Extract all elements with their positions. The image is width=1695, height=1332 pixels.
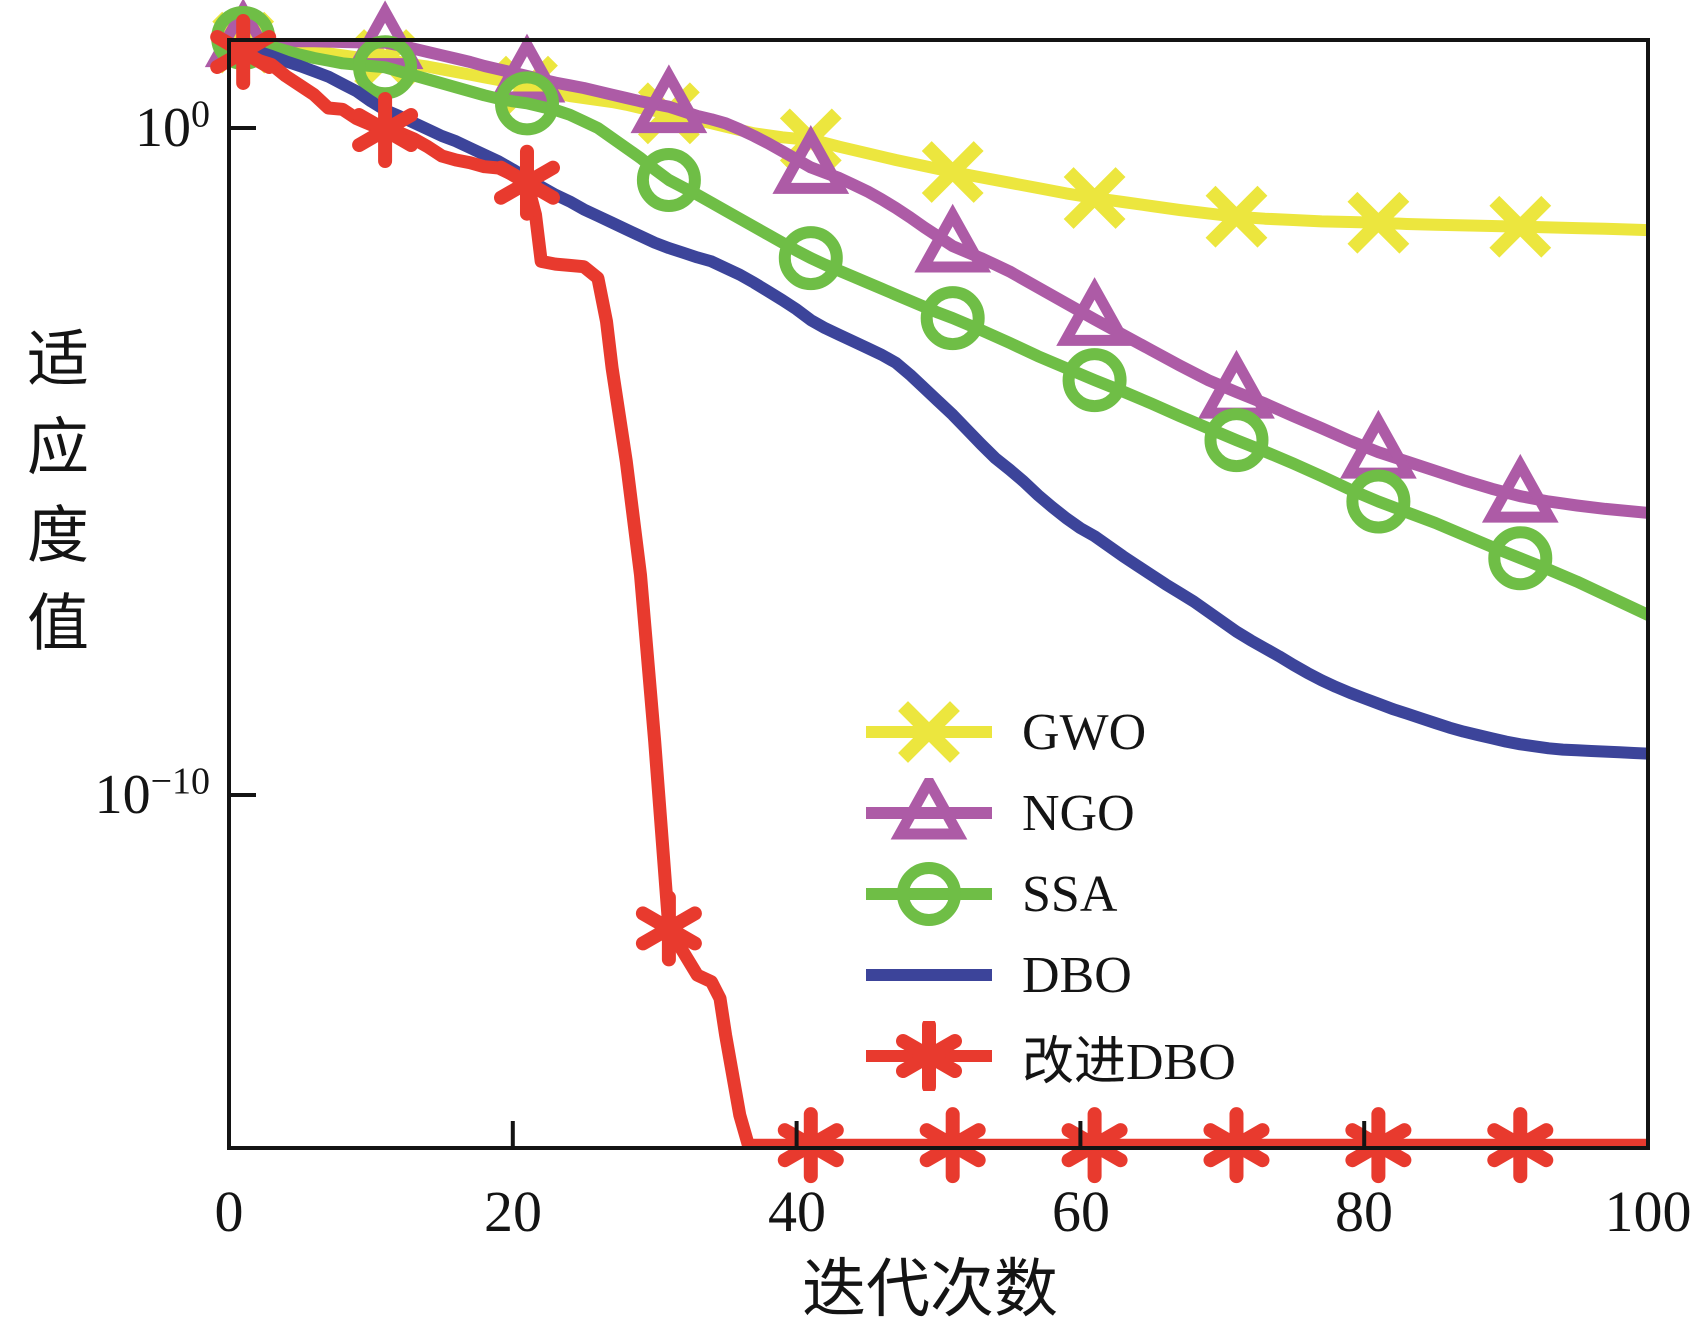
- legend-swatch-improved-dbo: [866, 1021, 992, 1091]
- series-markers-idbo: [210, 13, 1554, 1184]
- series-marker-idbo-x61: [1061, 1107, 1128, 1184]
- legend-swatch-ngo: [866, 778, 992, 840]
- legend-item-gwo: GWO: [860, 697, 1236, 767]
- x-tick-label-80: 80: [1335, 1179, 1393, 1244]
- legend-swatch-gwo: [866, 701, 992, 763]
- series-marker-ngo-x31: [630, 64, 708, 134]
- x-axis-title: 迭代次数: [802, 1254, 1058, 1325]
- legend-label-ssa: SSA: [1022, 865, 1118, 923]
- plot-border: [227, 38, 1650, 1150]
- legend-swatch-dbo: [866, 969, 992, 981]
- series-group-ssa: [229, 40, 1648, 621]
- series-markers-ssa: [211, 5, 1553, 591]
- series-marker-ssa-x91: [1488, 526, 1553, 591]
- series-marker-idbo-x11: [352, 92, 419, 169]
- series-line-ssa: [229, 40, 1648, 621]
- series-marker-gwo-x91: [1489, 195, 1552, 258]
- series-marker-idbo-x91: [1487, 1107, 1554, 1184]
- legend-item-improved-dbo: 改进DBO: [860, 1021, 1236, 1091]
- legend-marker-ngo: [890, 778, 968, 840]
- series-marker-idbo-x71: [1203, 1107, 1270, 1184]
- series-marker-idbo-x41: [777, 1107, 844, 1184]
- x-tick-label-60: 60: [1052, 1179, 1110, 1244]
- series-marker-idbo-x21: [493, 144, 560, 221]
- y-tick-exponent: 0: [191, 93, 210, 136]
- series-marker-ssa-x21: [494, 71, 559, 136]
- series-line-ngo: [229, 40, 1648, 519]
- series-marker-gwo-x81: [1347, 191, 1410, 254]
- series-marker-ssa-x51: [920, 286, 985, 351]
- legend-marker-ssa: [897, 862, 961, 926]
- series-marker-gwo-x61: [1063, 167, 1126, 229]
- x-tick-label-20: 20: [484, 1179, 542, 1244]
- series-marker-ssa-x41: [778, 226, 843, 291]
- legend: GWO NGO SSA DBO 改进DBO: [860, 697, 1236, 1091]
- series-marker-idbo-x81: [1345, 1107, 1412, 1184]
- x-tick-label-0: 0: [214, 1179, 244, 1244]
- y-tick-exponent: −10: [150, 760, 210, 803]
- series-line-dbo: [229, 40, 1648, 760]
- series-group-ngo: [229, 40, 1648, 519]
- series-marker-ngo-x91: [1481, 453, 1559, 523]
- series-marker-ngo-x51: [914, 203, 992, 273]
- series-marker-ssa-x61: [1062, 348, 1127, 413]
- y-axis-title: 适应度值: [17, 326, 85, 678]
- legend-item-ssa: SSA: [860, 859, 1236, 929]
- series-marker-ssa-x31: [636, 148, 701, 213]
- legend-label-ngo: NGO: [1022, 784, 1135, 842]
- series-marker-idbo-x31: [635, 890, 702, 967]
- series-marker-idbo-x51: [919, 1107, 986, 1184]
- y-tick-label-1e-10: 10−10: [20, 755, 210, 835]
- legend-marker-gwo: [898, 701, 960, 763]
- series-marker-ngo-x41: [772, 125, 850, 194]
- y-tick-label-1e0: 100: [20, 88, 210, 168]
- legend-marker-idbo: [896, 1021, 962, 1091]
- legend-swatch-ssa: [866, 862, 992, 926]
- legend-label-gwo: GWO: [1022, 703, 1147, 761]
- series-group-dbo: [229, 40, 1648, 760]
- legend-item-ngo: NGO: [860, 778, 1236, 848]
- legend-label-improved-dbo: 改进DBO: [1022, 1033, 1236, 1091]
- series-marker-ssa-x81: [1346, 469, 1411, 534]
- series-marker-ngo-x61: [1056, 277, 1133, 346]
- axes-frame: [227, 38, 1650, 1150]
- series-marker-ssa-x71: [1204, 408, 1269, 473]
- series-marker-gwo-x51: [921, 141, 984, 203]
- x-tick-label-100: 100: [1604, 1179, 1692, 1244]
- y-tick-base: 10: [135, 97, 191, 159]
- y-tick-base: 10: [94, 764, 151, 826]
- series-marker-gwo-x71: [1205, 185, 1268, 248]
- legend-label-dbo: DBO: [1022, 946, 1132, 1004]
- x-tick-label-40: 40: [768, 1179, 826, 1244]
- legend-item-dbo: DBO: [860, 940, 1236, 1010]
- series-marker-ngo-x21: [488, 33, 566, 103]
